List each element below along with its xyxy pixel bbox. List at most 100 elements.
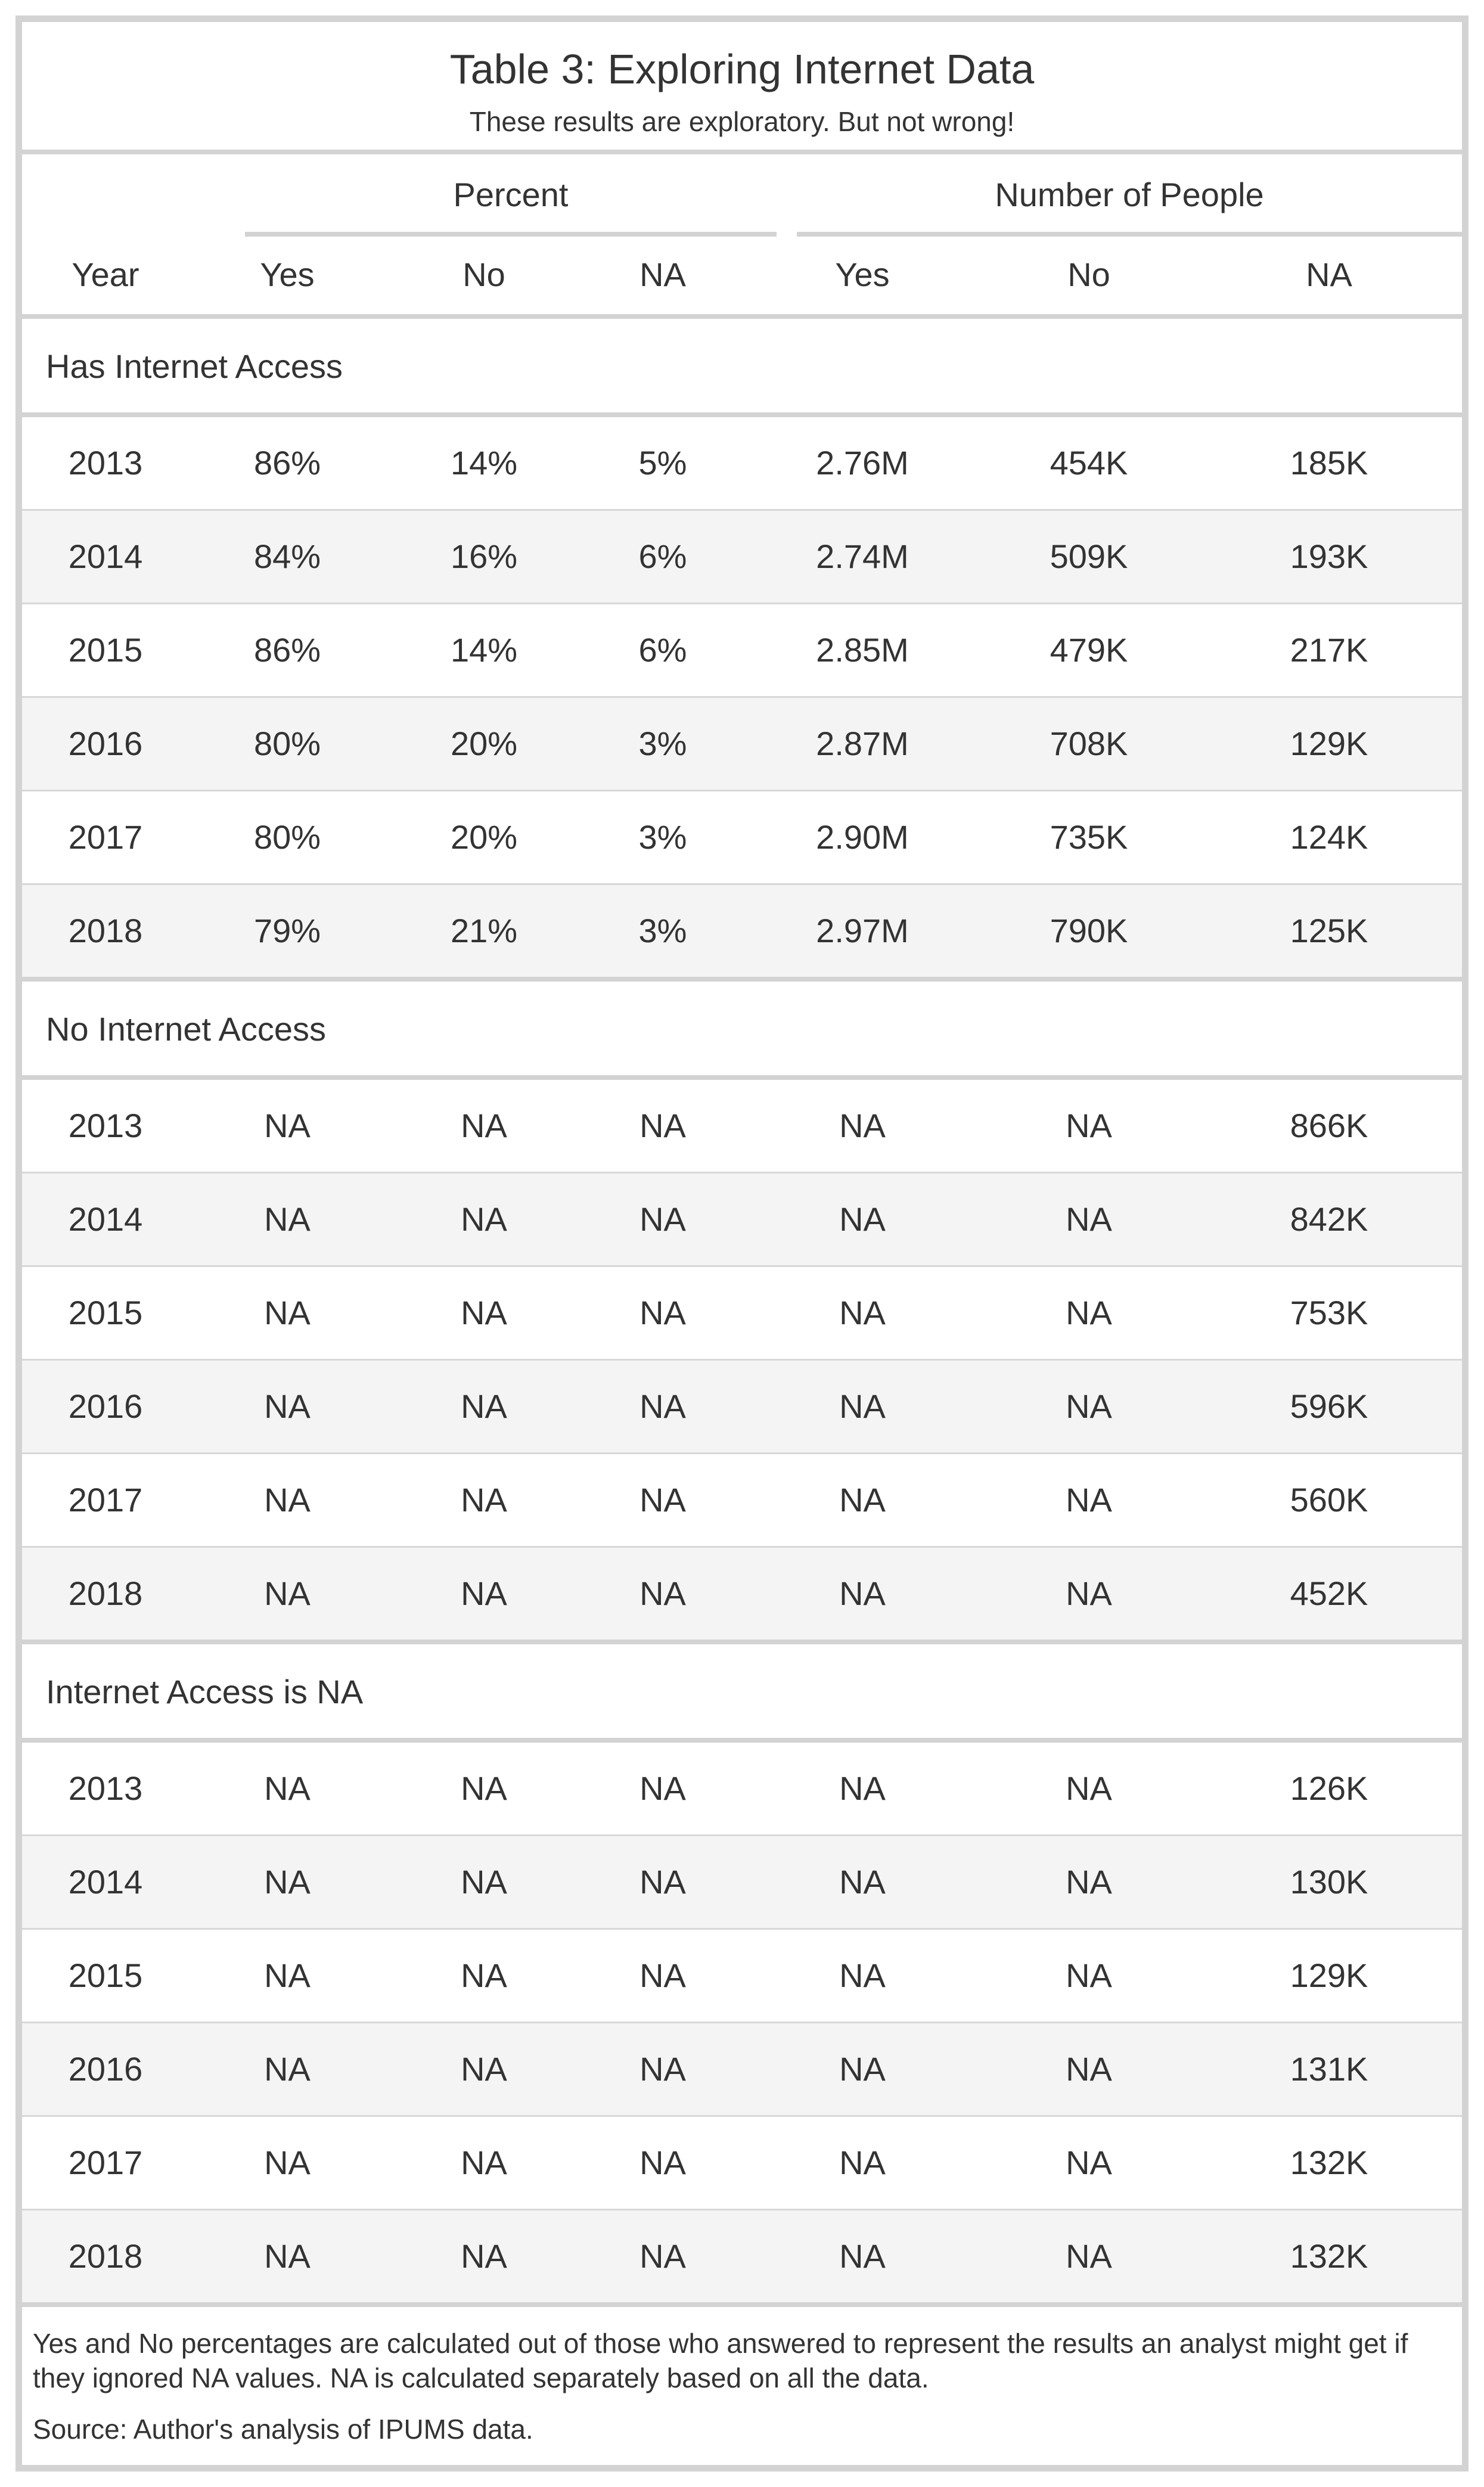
cell-number-yes: NA [839,2237,886,2275]
table-row: 2018 NA NA NA NA NA 452K [22,1548,1462,1644]
cell-percent-na: 3% [638,725,687,762]
cell-number-yes: 2.97M [816,912,909,949]
cell-number-yes: 2.87M [816,725,909,762]
cell-number-yes: NA [839,1387,886,1425]
table-row: 2016 80% 20% 3% 2.87M 708K 129K [22,698,1462,791]
cell-number-yes: NA [839,1575,886,1612]
cell-percent-no: NA [461,2050,507,2088]
cell-percent-yes: 86% [253,631,321,669]
cell-number-na: 560K [1290,1481,1368,1519]
cell-percent-na: 3% [638,818,687,856]
table-row: 2016 NA NA NA NA NA 596K [22,1361,1462,1454]
cell-percent-no: NA [461,1200,507,1238]
cell-percent-na: 3% [638,912,687,949]
table-row: 2015 NA NA NA NA NA 753K [22,1267,1462,1361]
cell-number-yes: NA [839,1769,886,1807]
cell-year: 2017 [68,818,143,856]
cell-year: 2015 [68,1294,143,1331]
cell-number-no: 708K [1050,725,1128,762]
cell-number-na: 452K [1290,1575,1368,1612]
cell-percent-yes: 80% [253,818,321,856]
cell-year: 2018 [68,1575,143,1612]
cell-percent-yes: 86% [253,444,321,482]
table-row: 2017 NA NA NA NA NA 132K [22,2117,1462,2210]
cell-percent-no: NA [461,1863,507,1901]
cell-number-no: NA [1066,1107,1112,1144]
cell-number-na: 131K [1290,2050,1368,2088]
table-row: 2017 80% 20% 3% 2.90M 735K 124K [22,791,1462,885]
cell-number-yes: NA [839,1294,886,1331]
spanner-percent: Percent [245,154,777,237]
cell-percent-no: 21% [450,912,518,949]
table-row: 2015 NA NA NA NA NA 129K [22,1930,1462,2023]
cell-number-no: NA [1066,2237,1112,2275]
cell-number-na: 125K [1290,912,1368,949]
cell-percent-na: 6% [638,631,687,669]
data-table: Table 3: Exploring Internet Data These r… [15,15,1469,2472]
cell-percent-na: NA [639,1200,686,1238]
table-row: 2016 NA NA NA NA NA 131K [22,2023,1462,2117]
table-row: 2014 NA NA NA NA NA 842K [22,1173,1462,1267]
cell-year: 2013 [68,1769,143,1807]
cell-number-na: 842K [1290,1200,1368,1238]
cell-percent-no: NA [461,2144,507,2181]
cell-number-yes: 2.74M [816,538,909,575]
cell-number-na: 126K [1290,1769,1368,1807]
cell-number-no: 735K [1050,818,1128,856]
table-row: 2018 NA NA NA NA NA 132K [22,2210,1462,2307]
cell-number-na: 132K [1290,2144,1368,2181]
column-header-year: Year [72,256,139,293]
column-header-number-na: NA [1306,256,1352,293]
cell-percent-no: 20% [450,818,518,856]
table-heading: Table 3: Exploring Internet Data These r… [22,22,1462,154]
spanner-number-of-people: Number of People [797,154,1462,237]
cell-year: 2018 [68,912,143,949]
cell-percent-na: 5% [638,444,687,482]
cell-year: 2013 [68,1107,143,1144]
cell-year: 2015 [68,1957,143,1994]
cell-year: 2017 [68,1481,143,1519]
column-header-number-yes: Yes [835,256,890,293]
cell-number-no: 509K [1050,538,1128,575]
cell-percent-no: 20% [450,725,518,762]
cell-percent-yes: NA [264,1294,311,1331]
cell-percent-no: 16% [450,538,518,575]
cell-number-no: NA [1066,1481,1112,1519]
cell-percent-yes: NA [264,2050,311,2088]
cell-percent-yes: NA [264,2144,311,2181]
table-row: 2014 84% 16% 6% 2.74M 509K 193K [22,511,1462,604]
cell-number-no: 454K [1050,444,1128,482]
cell-number-yes: NA [839,1200,886,1238]
row-group-label: No Internet Access [22,982,1462,1080]
cell-number-no: NA [1066,1769,1112,1807]
cell-year: 2014 [68,1863,143,1901]
cell-percent-na: NA [639,2237,686,2275]
table-body: Has Internet Access 2013 86% 14% 5% 2.76M 454K… [22,319,1462,2307]
cell-year: 2016 [68,2050,143,2088]
cell-number-yes: 2.76M [816,444,909,482]
cell-number-no: NA [1066,1957,1112,1994]
cell-percent-na: NA [639,2050,686,2088]
column-header-percent-na: NA [639,256,686,293]
cell-percent-no: 14% [450,631,518,669]
cell-number-na: 217K [1290,631,1368,669]
table-row: 2017 NA NA NA NA NA 560K [22,1454,1462,1548]
cell-percent-no: NA [461,1481,507,1519]
cell-year: 2013 [68,444,143,482]
cell-number-no: NA [1066,1863,1112,1901]
cell-number-no: NA [1066,1200,1112,1238]
cell-percent-na: NA [639,1863,686,1901]
cell-percent-no: NA [461,1294,507,1331]
cell-year: 2014 [68,1200,143,1238]
table-row: 2013 NA NA NA NA NA 126K [22,1743,1462,1836]
cell-percent-yes: NA [264,1863,311,1901]
cell-percent-no: NA [461,1107,507,1144]
column-header-percent-no: No [462,256,505,293]
table-title: Table 3: Exploring Internet Data [449,46,1035,92]
cell-percent-no: 14% [450,444,518,482]
cell-year: 2016 [68,725,143,762]
cell-percent-na: NA [639,1481,686,1519]
cell-number-no: NA [1066,1387,1112,1425]
cell-year: 2015 [68,631,143,669]
footnote-text: Yes and No percentages are calculated ou… [33,2328,1408,2393]
